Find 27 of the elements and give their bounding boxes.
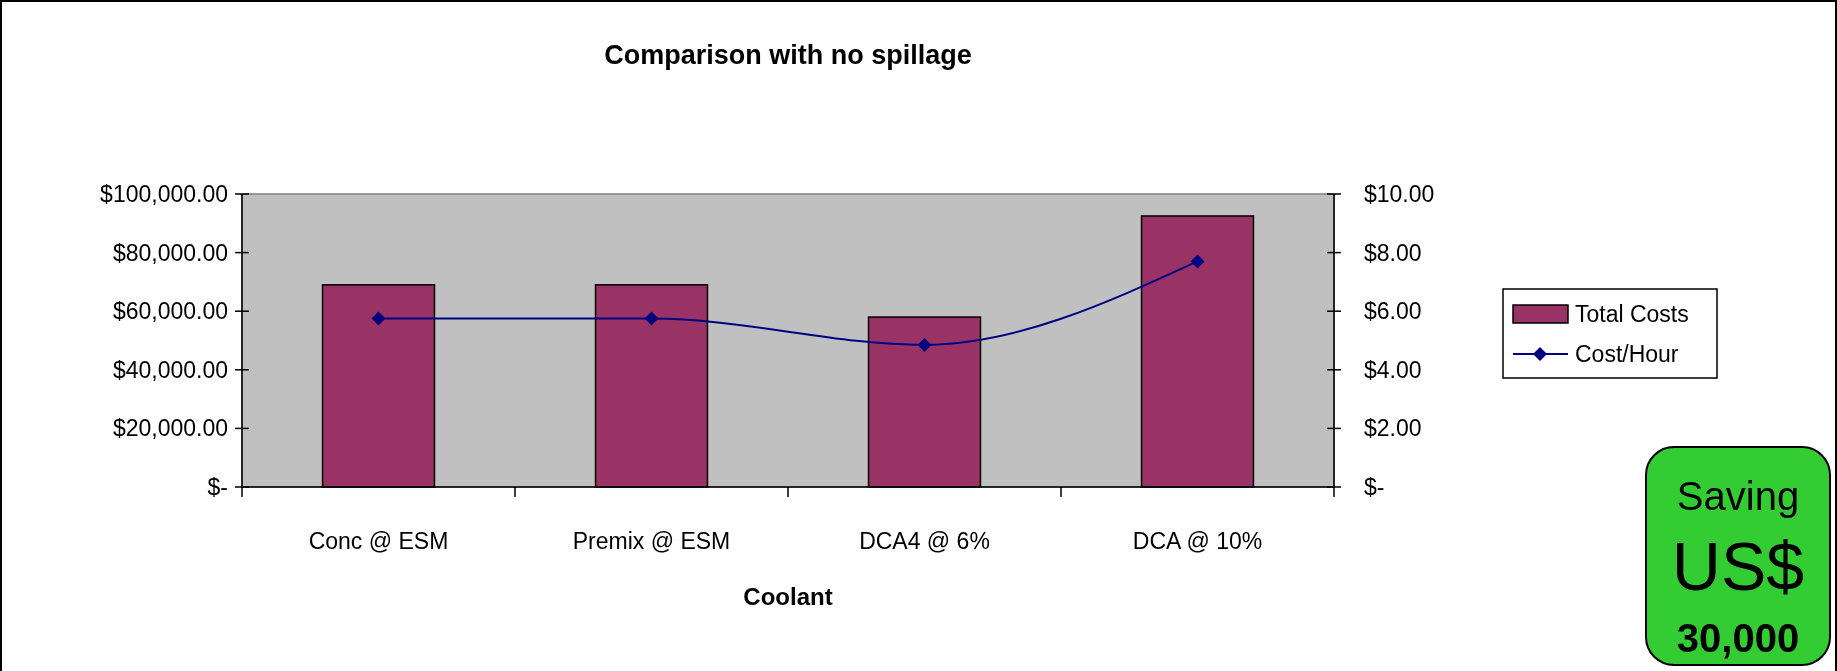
legend-label: Total Costs: [1575, 301, 1689, 328]
text: 30,000: [1676, 616, 1800, 660]
y2-tick-label: $6.00: [1364, 298, 1422, 325]
x-axis-title: Coolant: [743, 583, 833, 610]
y2-tick-label: $8.00: [1364, 239, 1422, 266]
x-tick-label: DCA @ 10%: [1132, 528, 1263, 554]
point: [917, 337, 932, 352]
x-tick-label: DCA4 @ 6%: [859, 528, 990, 554]
point: [644, 311, 659, 326]
x-tick-label: Premix @ ESM: [572, 528, 731, 554]
y-tick-label: $100,000.00: [100, 181, 228, 208]
point: [371, 311, 386, 326]
text: Saving: [1676, 474, 1800, 518]
y2-tick-label: $4.00: [1364, 356, 1422, 383]
chart-title: Comparison with no spillage: [604, 40, 972, 70]
y2-tick-label: $10.00: [1364, 181, 1435, 208]
y-tick-label: $-: [207, 474, 228, 501]
text: US$: [1671, 528, 1805, 604]
y-tick-label: $20,000.00: [112, 415, 228, 442]
point: [1190, 254, 1205, 269]
y2-tick-label: $2.00: [1364, 415, 1422, 442]
legend-label: Cost/Hour: [1575, 341, 1679, 368]
y-tick-label: $60,000.00: [112, 298, 228, 325]
y-tick-label: $80,000.00: [112, 239, 228, 266]
y2-tick-label: $-: [1364, 474, 1385, 501]
y-tick-label: $40,000.00: [112, 356, 228, 383]
x-tick-label: Conc @ ESM: [308, 528, 449, 554]
